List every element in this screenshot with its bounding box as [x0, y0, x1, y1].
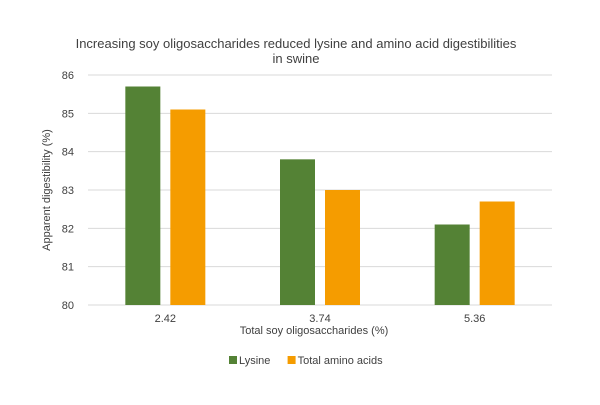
gridlines — [88, 74, 552, 306]
bar-total-amino-acids — [479, 201, 515, 305]
legend: Lysine Total amino acids — [229, 355, 383, 367]
y-tick-label: 84 — [62, 147, 74, 159]
y-tick-label: 86 — [62, 70, 74, 82]
bar-lysine — [434, 224, 470, 305]
x-tick-label: 5.36 — [464, 313, 485, 325]
legend-swatch — [287, 356, 296, 364]
x-axis-title: Total soy oligosaccharides (%) — [240, 325, 389, 337]
x-tick-label: 2.42 — [155, 313, 176, 325]
y-tick-label: 83 — [62, 185, 74, 197]
bars — [125, 86, 515, 305]
y-axis-title: Apparent digestibility (%) — [41, 129, 53, 251]
legend-label: Total amino acids — [298, 355, 383, 367]
legend-label: Lysine — [239, 355, 270, 367]
y-tick-label: 85 — [62, 108, 74, 120]
bar-lysine — [125, 86, 161, 305]
y-tick-label: 80 — [62, 300, 74, 312]
bar-lysine — [280, 159, 315, 305]
y-tick-label: 82 — [62, 223, 74, 235]
chart-title-line-1: Increasing soy oligosaccharides reduced … — [76, 36, 517, 51]
x-axis-ticks: 2.42 3.74 5.36 — [155, 313, 486, 325]
bar-total-amino-acids — [170, 109, 206, 305]
y-tick-label: 81 — [62, 262, 74, 274]
y-axis-ticks: 80 81 82 83 84 85 86 — [62, 70, 74, 312]
bar-total-amino-acids — [325, 190, 360, 305]
chart-title-line-2: in swine — [273, 51, 320, 66]
x-tick-label: 3.74 — [309, 313, 330, 325]
legend-swatch — [229, 356, 237, 364]
